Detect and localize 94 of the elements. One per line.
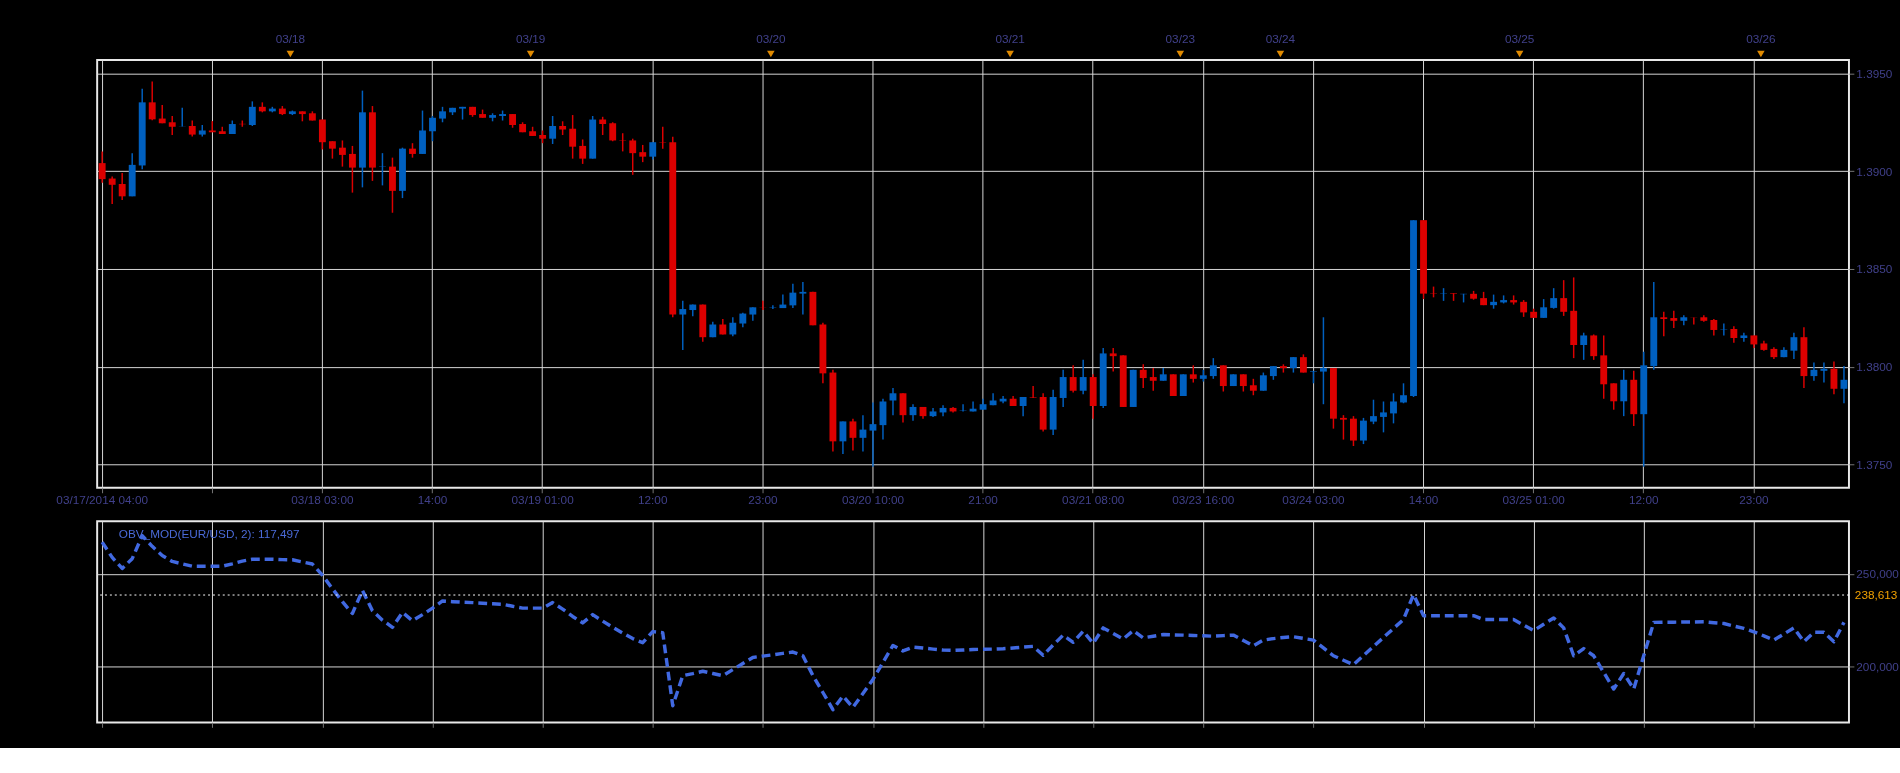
- candlestick: [338, 139, 346, 168]
- candlestick: [1109, 347, 1117, 373]
- candlestick: [729, 316, 737, 337]
- x-tick-label: 14:00: [417, 493, 448, 507]
- candlestick: [959, 403, 967, 413]
- text: 03/19: [515, 32, 546, 46]
- candlestick: [1580, 331, 1588, 361]
- candlestick: [769, 304, 777, 310]
- x-tick-label: 03/23 16:00: [1172, 493, 1235, 507]
- candlestick: [679, 300, 687, 351]
- candlestick: [1380, 400, 1387, 434]
- y-tick-label: 1.3950: [1856, 67, 1893, 81]
- candlestick: [1660, 311, 1668, 337]
- candlestick: [839, 420, 847, 455]
- x-tick-label: 03/21 08:00: [1062, 493, 1125, 507]
- candlestick: [579, 138, 587, 165]
- candlestick: [1069, 364, 1077, 394]
- candlestick: [1810, 361, 1818, 382]
- y-tick-label: 1.3850: [1856, 262, 1893, 276]
- candlestick: [348, 145, 356, 194]
- candlestick: [318, 118, 326, 151]
- candlestick: [569, 114, 577, 160]
- candlestick: [1259, 371, 1267, 392]
- candlestick: [1370, 398, 1377, 425]
- candlestick: [1059, 369, 1067, 408]
- candlestick: [419, 109, 426, 155]
- x-tick-label: 12:00: [638, 493, 668, 507]
- candlestick: [1720, 322, 1728, 337]
- candlestick: [1790, 331, 1798, 360]
- x-tick-label: 03/18 03:00: [291, 493, 354, 507]
- candlestick: [1560, 279, 1568, 317]
- candlestick: [1209, 357, 1217, 380]
- text: 03/23: [1165, 32, 1196, 46]
- text: 03/21: [995, 32, 1025, 46]
- text: 03/25: [1504, 32, 1535, 46]
- text: 03/26: [1746, 32, 1777, 46]
- text: 03/18: [275, 32, 306, 46]
- candlestick: [1149, 367, 1157, 392]
- candlestick: [869, 401, 877, 468]
- candlestick: [1620, 369, 1628, 417]
- candlestick: [168, 115, 176, 136]
- candlestick: [1319, 316, 1327, 405]
- candlestick: [148, 80, 156, 121]
- candlestick: [1360, 417, 1367, 445]
- x-tick-label: 03/25 01:00: [1502, 493, 1566, 507]
- candlestick: [1820, 361, 1828, 384]
- candlestick: [619, 132, 627, 153]
- y-tick-label: 1.3750: [1856, 457, 1893, 471]
- candlestick: [1590, 333, 1598, 361]
- candlestick: [789, 282, 797, 309]
- candlestick: [118, 172, 126, 201]
- candlestick: [1299, 353, 1307, 374]
- candlestick: [1670, 310, 1678, 329]
- x-tick-label: 23:00: [1739, 493, 1770, 507]
- candlestick: [1690, 316, 1698, 326]
- candlestick: [549, 115, 557, 145]
- candlestick: [599, 116, 607, 136]
- candlestick: [429, 115, 436, 142]
- x-tick-label: 12:00: [1629, 493, 1659, 507]
- candlestick: [609, 121, 617, 142]
- candlestick: [248, 100, 256, 127]
- candlestick: [889, 387, 897, 416]
- candlestick: [98, 150, 106, 184]
- candlestick: [1390, 392, 1397, 425]
- candlestick: [1139, 363, 1147, 389]
- candlestick: [1610, 382, 1618, 411]
- candlestick: [849, 417, 857, 452]
- ref-line-label: 238,613: [1854, 587, 1898, 601]
- candlestick: [1079, 359, 1087, 395]
- candlestick: [1540, 298, 1548, 319]
- candlestick: [1400, 382, 1407, 404]
- x-tick-label: 03/24 03:00: [1282, 493, 1345, 507]
- y-tick-label: 1.3900: [1856, 164, 1893, 178]
- text: 03/20: [756, 32, 787, 46]
- x-tick-label: 03/19 01:00: [511, 493, 575, 507]
- y-tick-label: 250,000: [1856, 567, 1900, 581]
- candlestick: [1740, 331, 1748, 343]
- y-tick-label: 200,000: [1856, 659, 1900, 673]
- x-tick-label: 14:00: [1408, 493, 1439, 507]
- candlestick: [1219, 364, 1227, 393]
- x-tick-label: 03/17/2014 04:00: [56, 493, 149, 507]
- candlestick: [379, 152, 386, 187]
- candlestick: [1029, 385, 1037, 399]
- candlestick: [108, 175, 116, 205]
- candlestick: [1350, 415, 1357, 447]
- x-tick-label: 21:00: [968, 493, 999, 507]
- x-tick-label: 03/20 10:00: [841, 493, 905, 507]
- candlestick: [629, 137, 637, 176]
- y-tick-label: 1.3800: [1856, 360, 1893, 374]
- text: 03/24: [1265, 32, 1296, 46]
- candlestick: [1340, 414, 1347, 441]
- x-tick-label: 23:00: [748, 493, 779, 507]
- candlestick: [1550, 287, 1558, 310]
- candlestick: [799, 281, 807, 316]
